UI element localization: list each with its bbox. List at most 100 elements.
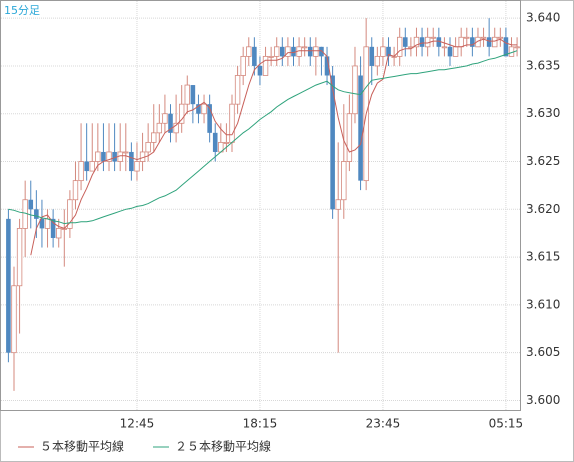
candle-body	[56, 228, 62, 239]
candle-body	[452, 46, 459, 57]
candle-body	[430, 36, 436, 39]
candle-body	[386, 46, 391, 57]
candle-body	[78, 161, 84, 182]
candle-body	[234, 75, 241, 105]
candle-body	[352, 65, 358, 115]
candle-body	[335, 199, 341, 210]
candle-body	[95, 151, 101, 162]
candle-body	[123, 151, 129, 154]
candle-body	[151, 132, 157, 143]
candle-body	[274, 46, 280, 57]
candle-body	[6, 218, 11, 353]
candle-body	[369, 46, 375, 66]
candle-body	[112, 151, 117, 162]
candle-body	[374, 55, 381, 67]
candle-body	[291, 46, 296, 57]
candle-body	[156, 122, 163, 134]
x-tick-label: 23:45	[366, 417, 401, 431]
moving-average-line	[8, 50, 518, 225]
candle-body	[262, 55, 269, 76]
candle-body	[196, 104, 201, 114]
candle-body	[441, 46, 448, 49]
candle-body	[301, 46, 308, 49]
chart-title: 15分足	[4, 4, 40, 17]
y-tick-label: 3.620	[526, 202, 560, 216]
candle-body	[44, 218, 51, 229]
plot-area	[0, 0, 521, 411]
candle-body	[480, 36, 487, 39]
candle-body	[184, 84, 190, 105]
candle-body	[464, 36, 470, 39]
candle-body	[240, 55, 246, 76]
candle-body	[402, 37, 408, 47]
candle-body	[307, 46, 313, 57]
candle-body	[492, 36, 498, 48]
moving-average-line	[30, 38, 518, 256]
candle-body	[28, 199, 34, 210]
candle-body	[285, 46, 291, 57]
candle-body	[34, 209, 39, 219]
candle-body	[246, 46, 252, 57]
candle-body	[39, 218, 45, 229]
candle-body	[134, 161, 140, 172]
candle-body	[145, 142, 151, 153]
candle-body	[162, 113, 168, 124]
candle-body	[190, 85, 196, 105]
y-tick-label: 3.630	[526, 106, 560, 120]
candle-body	[50, 218, 56, 238]
y-tick-label: 3.640	[526, 11, 560, 25]
candle-body	[358, 75, 363, 181]
candle-body	[84, 161, 89, 172]
candle-body	[173, 122, 179, 134]
candle-body	[178, 103, 185, 124]
candle-body	[503, 37, 509, 57]
candle-body	[319, 46, 324, 57]
candle-body	[67, 199, 73, 229]
candle-body	[419, 37, 425, 47]
candle-body	[11, 285, 17, 354]
candle-body	[413, 36, 420, 48]
x-tick-label: 12:45	[120, 417, 155, 431]
legend-label: ２５本移動平均線	[175, 439, 271, 454]
candle-body	[16, 228, 23, 287]
x-tick-label: 05:15	[489, 417, 524, 431]
candle-body	[106, 151, 112, 162]
x-tick-label: 18:15	[243, 417, 278, 431]
candle-body	[207, 104, 212, 133]
y-tick-label: 3.600	[526, 393, 560, 407]
candle-body	[497, 36, 504, 39]
candle-body	[201, 103, 207, 115]
candle-body	[129, 151, 134, 172]
candle-body	[436, 37, 442, 47]
candle-body	[212, 132, 218, 152]
candle-body	[486, 37, 492, 47]
candle-body	[447, 46, 453, 57]
candle-body	[514, 46, 520, 49]
candle-body	[223, 142, 230, 144]
y-tick-label: 3.635	[526, 58, 560, 72]
y-tick-label: 3.605	[526, 345, 560, 359]
candle-body	[257, 65, 263, 76]
candle-body	[252, 46, 257, 66]
candle-body	[268, 55, 274, 58]
candle-body	[330, 75, 335, 210]
y-tick-label: 3.610	[526, 297, 560, 311]
candle-body	[168, 113, 173, 133]
candle-body	[470, 37, 475, 47]
candle-body	[89, 161, 95, 172]
candle-body	[458, 36, 464, 48]
candle-body	[324, 56, 330, 76]
y-tick-label: 3.615	[526, 250, 560, 264]
candle-body	[380, 46, 386, 57]
candle-body	[72, 180, 79, 201]
legend-label: ５本移動平均線	[40, 439, 124, 454]
candle-body	[280, 46, 285, 57]
candle-body	[101, 151, 106, 162]
candle-body	[346, 113, 353, 162]
candle-body	[229, 103, 235, 143]
y-tick-label: 3.625	[526, 154, 560, 168]
candle-body	[313, 46, 319, 57]
candle-body	[341, 161, 347, 201]
